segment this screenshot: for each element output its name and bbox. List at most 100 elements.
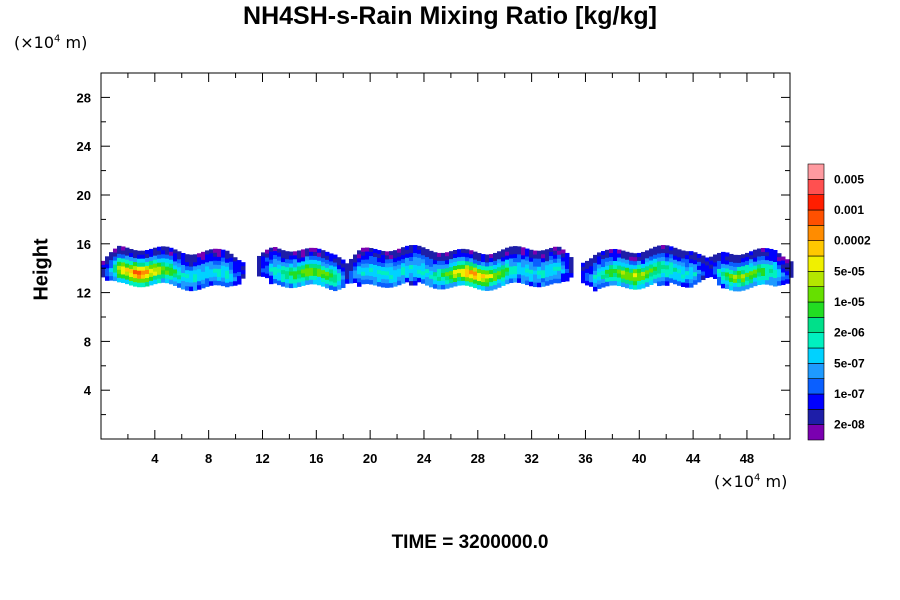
cloud-cell xyxy=(145,277,150,283)
cloud-cell xyxy=(717,260,722,266)
cloud-cell xyxy=(589,270,594,275)
cloud-cell xyxy=(509,262,514,268)
cloud-cell xyxy=(753,253,758,259)
cloud-cell xyxy=(601,255,606,260)
cloud-cell xyxy=(361,263,366,269)
cloud-cell xyxy=(421,263,426,268)
cloud-cell xyxy=(657,281,662,287)
cloud-cell xyxy=(133,278,138,283)
cloud-cell xyxy=(173,249,178,254)
cloud-cell xyxy=(477,281,482,286)
cloud-cell xyxy=(161,270,166,275)
cloud-cell xyxy=(509,254,514,260)
cloud-cell xyxy=(337,285,342,290)
cloud-cell xyxy=(373,276,378,282)
cloud-cell xyxy=(173,257,178,262)
cloud-cell xyxy=(453,273,458,279)
cloud-cell xyxy=(221,261,226,267)
cloud-cell xyxy=(125,251,130,257)
cloud-cell xyxy=(349,266,354,272)
y-tick-label: 4 xyxy=(84,383,92,398)
cloud-cell xyxy=(697,273,702,279)
cloud-cell xyxy=(397,280,402,286)
cloud-cell xyxy=(305,248,310,253)
cloud-cell xyxy=(489,282,494,287)
cloud-cell xyxy=(305,260,310,265)
cloud-cell xyxy=(641,271,646,277)
cloud-cell xyxy=(161,246,166,251)
cloud-cell xyxy=(341,275,346,281)
cloud-cell xyxy=(125,275,130,281)
colorbar-label: 0.0002 xyxy=(834,234,871,248)
cloud-cell xyxy=(545,269,550,274)
cloud-cell xyxy=(745,280,750,286)
cloud-cell xyxy=(581,278,586,284)
cloud-cell xyxy=(337,269,342,274)
cloud-cell xyxy=(437,268,442,274)
cloud-cell xyxy=(161,274,166,279)
cloud-cell xyxy=(749,259,754,264)
cloud-cell xyxy=(337,273,342,278)
cloud-cell xyxy=(429,250,434,256)
cloud-cell xyxy=(185,262,190,267)
cloud-cell xyxy=(457,249,462,254)
cloud-cell xyxy=(201,259,206,265)
cloud-cell xyxy=(761,271,766,277)
cloud-cell xyxy=(261,272,266,277)
cloud-cell xyxy=(265,249,270,255)
cloud-cell xyxy=(137,258,142,264)
cloud-cell xyxy=(425,281,430,286)
cloud-cell xyxy=(205,282,210,287)
cloud-cell xyxy=(601,271,606,276)
cloud-cell xyxy=(713,270,718,275)
cloud-cell xyxy=(217,248,222,254)
cloud-cell xyxy=(169,279,174,285)
cloud-cell xyxy=(733,274,738,280)
cloud-cell xyxy=(193,274,198,279)
cloud-cell xyxy=(165,274,170,280)
cloud-cell xyxy=(429,274,434,280)
cloud-cell xyxy=(501,261,506,266)
cloud-cell xyxy=(357,282,362,287)
cloud-cell xyxy=(141,282,146,288)
cloud-cell xyxy=(545,249,550,254)
cloud-cell xyxy=(361,251,366,257)
cloud-cell xyxy=(517,258,522,263)
cloud-cell xyxy=(381,266,386,272)
cloud-cell xyxy=(309,275,314,281)
cloud-cell xyxy=(273,271,278,276)
y-tick-label: 8 xyxy=(84,334,91,349)
cloud-cell xyxy=(549,279,554,285)
cloud-cell xyxy=(381,282,386,288)
cloud-cell xyxy=(769,280,774,286)
cloud-cell xyxy=(565,264,570,270)
cloud-cell xyxy=(309,251,314,257)
cloud-cell xyxy=(145,269,150,275)
cloud-cell xyxy=(137,282,142,288)
cloud-cell xyxy=(381,250,386,256)
cloud-cell xyxy=(333,262,338,268)
cloud-cell xyxy=(689,263,694,268)
cloud-cell xyxy=(173,273,178,278)
cloud-cell xyxy=(497,271,502,276)
cloud-cell xyxy=(357,262,362,267)
cloud-cell xyxy=(473,279,478,285)
cloud-cell xyxy=(473,275,478,281)
cloud-cell xyxy=(737,258,742,264)
cloud-cell xyxy=(741,282,746,287)
cloud-cell xyxy=(289,259,294,265)
cloud-cell xyxy=(621,266,626,272)
cloud-cell xyxy=(209,253,214,258)
cloud-cell xyxy=(149,268,154,274)
cloud-cell xyxy=(765,272,770,277)
cloud-cell xyxy=(589,282,594,287)
cloud-cell xyxy=(741,274,746,279)
cloud-cell xyxy=(553,254,558,260)
cloud-cell xyxy=(209,249,214,254)
cloud-cell xyxy=(685,259,690,264)
cloud-cell xyxy=(421,251,426,256)
cloud-cell xyxy=(745,252,750,258)
cloud-cell xyxy=(545,253,550,258)
cloud-cell xyxy=(157,258,162,264)
cloud-cell xyxy=(317,248,322,254)
